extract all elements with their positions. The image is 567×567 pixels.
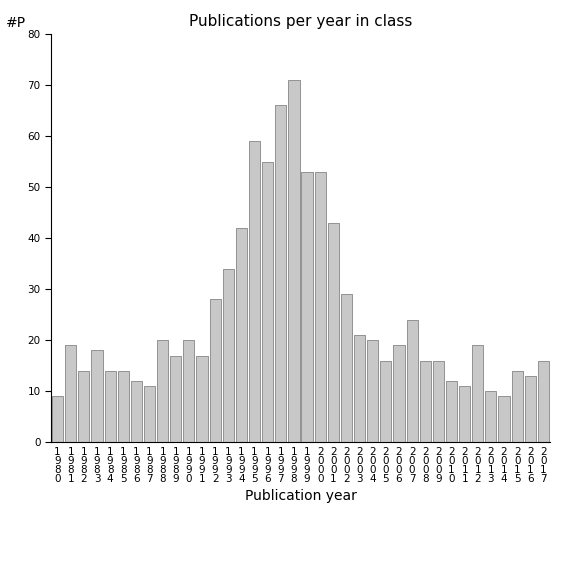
Bar: [196, 356, 208, 442]
Bar: [511, 371, 523, 442]
Bar: [52, 396, 63, 442]
Bar: [249, 141, 260, 442]
Bar: [183, 340, 194, 442]
Bar: [144, 386, 155, 442]
Bar: [78, 371, 90, 442]
Bar: [407, 320, 418, 442]
Bar: [275, 105, 286, 442]
Bar: [262, 162, 273, 442]
Bar: [118, 371, 129, 442]
Bar: [367, 340, 378, 442]
Bar: [223, 269, 234, 442]
Bar: [65, 345, 77, 442]
Bar: [210, 299, 221, 442]
Title: Publications per year in class: Publications per year in class: [189, 14, 412, 29]
Bar: [354, 335, 365, 442]
X-axis label: Publication year: Publication year: [244, 489, 357, 503]
Bar: [459, 386, 470, 442]
Bar: [315, 172, 326, 442]
Bar: [104, 371, 116, 442]
Y-axis label: #P: #P: [6, 16, 26, 30]
Bar: [341, 294, 352, 442]
Bar: [538, 361, 549, 442]
Bar: [170, 356, 181, 442]
Bar: [302, 172, 312, 442]
Bar: [446, 381, 457, 442]
Bar: [91, 350, 103, 442]
Bar: [524, 376, 536, 442]
Bar: [131, 381, 142, 442]
Bar: [498, 396, 510, 442]
Bar: [420, 361, 431, 442]
Bar: [157, 340, 168, 442]
Bar: [289, 80, 299, 442]
Bar: [328, 223, 339, 442]
Bar: [393, 345, 405, 442]
Bar: [472, 345, 483, 442]
Bar: [236, 228, 247, 442]
Bar: [380, 361, 391, 442]
Bar: [433, 361, 444, 442]
Bar: [485, 391, 497, 442]
